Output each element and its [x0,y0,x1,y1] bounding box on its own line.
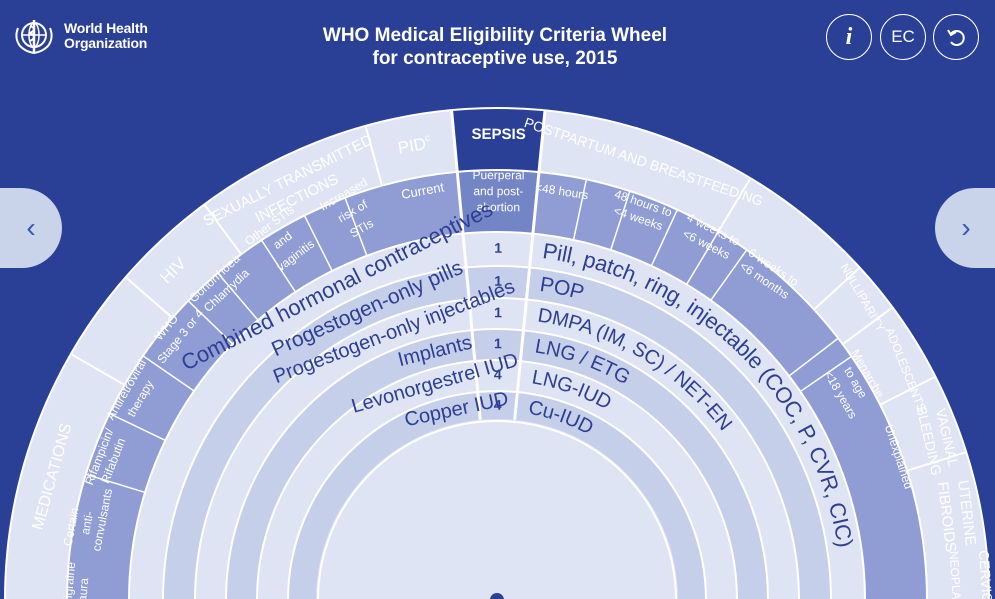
sub-sepsis-line3: abortion [477,200,520,214]
method-ring-4 [226,328,768,599]
sub-anticonvulsants-line2: anti- [78,510,96,536]
subcategory-separator [685,231,720,285]
subcategory-separator [788,337,839,377]
info-icon: i [845,23,853,50]
subcategory-separator [303,215,333,272]
category-cervical: CERVICAL [976,550,995,599]
method-score-4: 1 [494,335,502,351]
category-sepsis: SEPSIS [471,126,525,143]
subcategory-separator [650,209,679,267]
subcategory-divider [128,231,866,599]
method-divider [287,390,707,599]
undo-icon [947,29,965,46]
sepsis-divider-left [450,109,482,420]
category-pid-superscript: c [424,132,431,144]
method-score-2: 1 [494,273,502,289]
method-score-3: 1 [494,304,502,320]
method-divider [194,297,800,599]
chevron-left-icon: ‹ [26,212,36,243]
wheel-dividers [4,107,990,599]
sub-migraine-line2: aura [75,577,91,599]
subcategory-separator [187,300,234,345]
category-separator [879,375,936,406]
subcategory-separator [260,239,297,293]
next-button[interactable]: › [935,188,995,268]
org-name-line1: World Health [64,20,148,36]
ec-button-label: EC [891,27,915,46]
sepsis-sub-cell [457,170,539,234]
subcategory-separator [344,197,368,257]
previous-button[interactable]: ‹ [0,188,62,268]
wheel-hub [316,418,678,599]
sub-sepsis-line1: Puerperal [472,168,524,182]
category-ring [5,108,989,599]
method-divider [317,420,677,599]
method-ring-3 [195,297,799,599]
wheel-pivot [490,593,504,599]
outer-edge [4,107,990,599]
method-divider [225,328,769,599]
category-separator [717,177,752,232]
sub-sepsis-line2: and post- [473,184,523,198]
reset-button[interactable] [933,14,979,60]
category-separator [70,353,126,386]
method-divider [162,265,832,599]
category-separator [364,125,384,186]
page-title-line1: WHO Medical Eligibility Criteria Wheel [322,25,668,46]
subcategory-separator [85,473,146,494]
category-divider [66,169,928,599]
category-cervical-line2: NEOPLASIA [946,551,965,599]
wheel-rings [5,108,989,599]
chevron-right-icon: › [961,212,971,243]
subcategory-separator [109,412,166,442]
category-separator [125,276,174,319]
category-separator [813,266,861,311]
info-button[interactable]: i [826,14,872,60]
category-separator [203,203,243,255]
sub-migraine-line1: Migraine [60,561,78,599]
method-ring-6 [288,390,706,599]
subcategory-separator [142,355,195,392]
subcategory-separator [710,249,748,301]
subcategory-separator [799,355,852,393]
sepsis-header-cell [451,108,546,173]
who-emblem-icon [15,20,53,54]
category-separator [842,306,894,346]
method-score-1: 1 [494,240,502,256]
page-title: WHO Medical Eligibility Criteria Wheel f… [260,24,730,70]
method-score-6: 4 [494,397,502,413]
sepsis-divider-right [513,110,547,421]
subcategory-separator [572,179,588,241]
subcategory-separator [217,272,259,321]
category-separator [906,451,967,472]
who-logo: World Health Organization [12,16,148,56]
page-title-line2: for contraceptive use, 2015 [372,48,618,69]
method-score-5: 4 [494,366,502,382]
subcategory-separator [610,190,631,251]
ec-button[interactable]: EC [880,14,926,60]
method-divider [256,359,738,599]
method-ring-5 [257,359,737,599]
org-name-line2: Organization [64,35,148,51]
subcategory-ring [67,170,927,599]
